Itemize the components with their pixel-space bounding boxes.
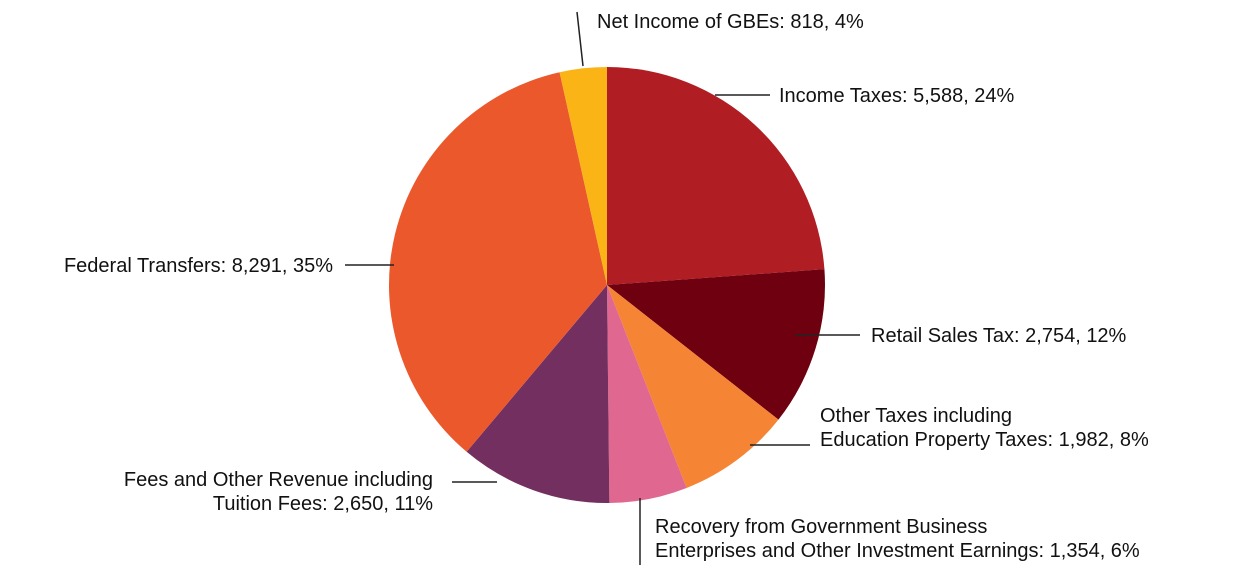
slices-layer <box>388 67 825 504</box>
pie-slice <box>607 67 825 285</box>
slice-label-line: Federal Transfers: 8,291, 35% <box>64 255 333 277</box>
slice-label-line: Other Taxes including <box>820 405 1012 427</box>
pie-slice <box>607 269 825 420</box>
pie-slice <box>388 72 607 452</box>
slice-label: Retail Sales Tax: 2,754, 12% <box>871 325 1127 347</box>
slice-labels: Income Taxes: 5,588, 24% Retail Sales Tax… <box>64 11 1149 562</box>
pie-slice <box>607 285 779 488</box>
leader-lines <box>345 11 860 565</box>
slice-label-line: Education Property Taxes: 1,982, 8% <box>820 429 1149 451</box>
slice-label-line: Tuition Fees: 2,650, 11% <box>213 493 433 515</box>
leader-line <box>576 11 584 67</box>
slice-label: Income Taxes: 5,588, 24% <box>779 85 1015 107</box>
pie-slice <box>559 67 607 285</box>
slice-label: Net Income of GBEs: 818, 4% <box>597 11 864 33</box>
slice-label-line: Enterprises and Other Investment Earning… <box>655 540 1140 562</box>
pie-slice <box>466 285 610 504</box>
slice-label-line: Retail Sales Tax: 2,754, 12% <box>871 325 1127 347</box>
slice-label: Other Taxes including Education Property … <box>820 405 1149 451</box>
pie-slice <box>607 285 687 503</box>
slice-label: Recovery from Government Business Enterpr… <box>655 516 1140 562</box>
slice-label-line: Fees and Other Revenue including <box>124 469 433 491</box>
slice-label-line: Income Taxes: 5,588, 24% <box>779 85 1015 107</box>
slice-label: Federal Transfers: 8,291, 35% <box>64 255 333 277</box>
slice-label-line: Net Income of GBEs: 818, 4% <box>597 11 864 33</box>
slice-label: Fees and Other Revenue including Tuition … <box>124 469 433 515</box>
slice-label-line: Recovery from Government Business <box>655 516 987 538</box>
